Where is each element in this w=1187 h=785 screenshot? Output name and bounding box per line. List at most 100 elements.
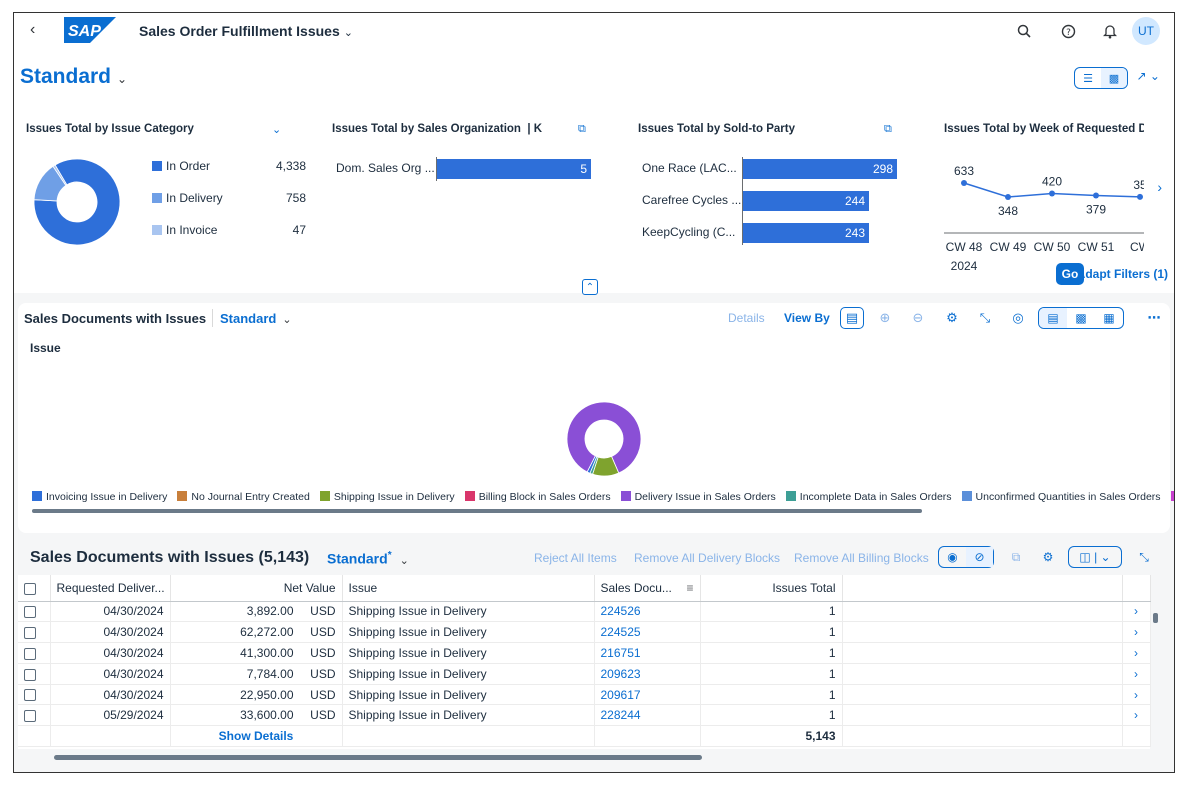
- settings-icon[interactable]: ⚙: [1042, 550, 1054, 564]
- row-checkbox[interactable]: [18, 642, 51, 664]
- column-issue[interactable]: Issue: [342, 575, 595, 602]
- cell-sales-document-link[interactable]: 209617: [594, 684, 701, 706]
- legend-toggle-icon[interactable]: ▤: [840, 307, 864, 329]
- category-donut[interactable]: [32, 157, 122, 247]
- cell-sales-document-link[interactable]: 228244: [594, 704, 701, 727]
- popout-icon[interactable]: ⧉: [578, 123, 586, 135]
- show-hide-toggle[interactable]: ◉ ⊘: [938, 546, 994, 568]
- cell-sales-document-link[interactable]: 216751: [594, 642, 701, 664]
- user-avatar[interactable]: UT: [1132, 17, 1160, 45]
- fullscreen-icon[interactable]: ⤡: [1139, 549, 1149, 564]
- week-line-chart[interactable]: 633 CW 48 348 CW 49 420 CW 50 379 CW 51 35 CW 2024: [944, 151, 1144, 271]
- row-navigation-icon[interactable]: ›: [1122, 621, 1151, 644]
- issues-donut[interactable]: [564, 399, 644, 479]
- column-requested-delivery[interactable]: Requested Deliver...: [50, 575, 171, 602]
- chevron-down-icon[interactable]: ⌄: [272, 124, 282, 136]
- legend-item[interactable]: D: [1170, 491, 1174, 503]
- chart-only-icon[interactable]: ▩: [1075, 311, 1087, 325]
- week-tick-label: CW 51: [1078, 240, 1115, 254]
- search-icon[interactable]: [1014, 21, 1034, 41]
- cell-sales-document-link[interactable]: 224525: [594, 621, 701, 644]
- bar[interactable]: 5: [437, 159, 591, 179]
- chart-table-view-icon[interactable]: ▤: [1039, 308, 1067, 328]
- chart-variant-selector[interactable]: Standard ⌄: [220, 311, 292, 326]
- week-value-label: 348: [998, 204, 1018, 218]
- table-only-icon[interactable]: ▦: [1103, 311, 1115, 325]
- bar[interactable]: 243: [743, 223, 869, 243]
- legend-item[interactable]: Billing Block in Sales Orders: [464, 491, 611, 503]
- copy-icon[interactable]: ⧉: [1011, 549, 1021, 564]
- remove-delivery-blocks-button[interactable]: Remove All Delivery Blocks: [634, 551, 781, 565]
- chevron-down-icon[interactable]: ⌄: [1100, 550, 1111, 564]
- column-issues-total[interactable]: Issues Total: [700, 575, 843, 602]
- row-navigation-icon[interactable]: ›: [1122, 642, 1151, 664]
- variant-selector[interactable]: Standard ⌄: [20, 65, 128, 88]
- legend-item[interactable]: Unconfirmed Quantities in Sales Orders: [961, 491, 1161, 503]
- go-button[interactable]: Go: [1056, 263, 1084, 285]
- adapt-filters-button[interactable]: Adapt Filters (1): [1076, 267, 1168, 281]
- row-navigation-icon[interactable]: ›: [1122, 663, 1151, 685]
- details-button[interactable]: Details: [728, 311, 765, 325]
- cell-sales-document-link[interactable]: 224526: [594, 601, 701, 623]
- collapse-header-button[interactable]: ⌃: [582, 279, 598, 295]
- row-checkbox[interactable]: [18, 601, 51, 623]
- legend-in-invoice[interactable]: In Invoice 47: [152, 223, 306, 237]
- legend-item[interactable]: Shipping Issue in Delivery: [319, 491, 455, 503]
- popout-icon[interactable]: ⧉: [884, 123, 892, 135]
- table-row[interactable]: 04/30/2024 22,950.00 USD Shipping Issue in …: [18, 684, 1151, 706]
- row-checkbox[interactable]: [18, 621, 51, 644]
- help-icon[interactable]: ?: [1058, 21, 1078, 41]
- row-checkbox[interactable]: [18, 704, 51, 727]
- chart-type-icon[interactable]: ◎: [1012, 310, 1024, 325]
- export-menu-button[interactable]: ◫ | ⌄: [1068, 546, 1122, 568]
- view-by-button[interactable]: View By: [784, 311, 830, 325]
- legend-item[interactable]: Invoicing Issue in Delivery: [32, 491, 167, 503]
- legend-in-delivery[interactable]: In Delivery 758: [152, 191, 306, 205]
- more-icon[interactable]: ⋯: [1147, 310, 1161, 325]
- show-details-link[interactable]: Show Details: [170, 725, 343, 748]
- bell-icon[interactable]: [1100, 21, 1120, 41]
- share-icon[interactable]: ↗ ⌄: [1136, 69, 1160, 83]
- eye-off-icon[interactable]: ⊘: [966, 547, 993, 567]
- table-vertical-scrollbar[interactable]: [1153, 613, 1158, 623]
- column-sales-document[interactable]: Sales Docu... ≡: [594, 575, 701, 602]
- zoom-out-icon[interactable]: ⊖: [912, 310, 924, 325]
- table-row[interactable]: 04/30/2024 3,892.00 USD Shipping Issue in D…: [18, 601, 1151, 623]
- eye-icon[interactable]: ◉: [947, 550, 958, 564]
- cell-sales-document-link[interactable]: 209623: [594, 663, 701, 685]
- table-row[interactable]: 04/30/2024 41,300.00 USD Shipping Issue in …: [18, 642, 1151, 664]
- remove-billing-blocks-button[interactable]: Remove All Billing Blocks: [794, 551, 929, 565]
- legend-item[interactable]: No Journal Entry Created: [177, 491, 310, 503]
- chart-view-icon[interactable]: ▩: [1101, 68, 1127, 88]
- table-row[interactable]: 04/30/2024 62,272.00 USD Shipping Issue in …: [18, 621, 1151, 644]
- select-all-checkbox[interactable]: [18, 575, 51, 602]
- zoom-in-icon[interactable]: ⊕: [879, 310, 891, 325]
- table-row[interactable]: 05/29/2024 33,600.00 USD Shipping Issue in …: [18, 704, 1151, 727]
- legend-item[interactable]: Delivery Issue in Sales Orders: [620, 491, 776, 503]
- export-icon[interactable]: ◫: [1079, 550, 1091, 564]
- bar[interactable]: 298: [743, 159, 897, 179]
- settings-icon[interactable]: ⚙: [946, 310, 958, 325]
- back-button[interactable]: ‹: [30, 21, 36, 38]
- table-variant-selector[interactable]: Standard* ⌄: [327, 550, 409, 567]
- chevron-right-icon[interactable]: ›: [1157, 179, 1162, 195]
- reject-all-items-button[interactable]: Reject All Items: [534, 551, 617, 565]
- row-checkbox[interactable]: [18, 684, 51, 706]
- column-net-value[interactable]: Net Value: [170, 575, 343, 602]
- view-switch[interactable]: ▤ ▩ ▦: [1038, 307, 1124, 329]
- bar[interactable]: 244: [743, 191, 869, 211]
- filter-icon[interactable]: ≡: [686, 580, 694, 595]
- list-view-icon[interactable]: ☰: [1083, 72, 1093, 85]
- table-row[interactable]: 04/30/2024 7,784.00 USD Shipping Issue in D…: [18, 663, 1151, 685]
- app-title[interactable]: Sales Order Fulfillment Issues ⌄: [139, 23, 353, 39]
- row-checkbox[interactable]: [18, 663, 51, 685]
- legend-scrollbar[interactable]: [32, 509, 922, 513]
- table-horizontal-scrollbar[interactable]: [54, 755, 702, 760]
- legend-item[interactable]: Incomplete Data in Sales Orders: [785, 491, 952, 503]
- fullscreen-icon[interactable]: ⤡: [979, 310, 991, 325]
- row-navigation-icon[interactable]: ›: [1122, 704, 1151, 727]
- legend-in-order[interactable]: In Order 4,338: [152, 159, 306, 173]
- row-navigation-icon[interactable]: ›: [1122, 601, 1151, 623]
- row-navigation-icon[interactable]: ›: [1122, 684, 1151, 706]
- header-view-toggle[interactable]: ☰ ▩: [1074, 67, 1128, 89]
